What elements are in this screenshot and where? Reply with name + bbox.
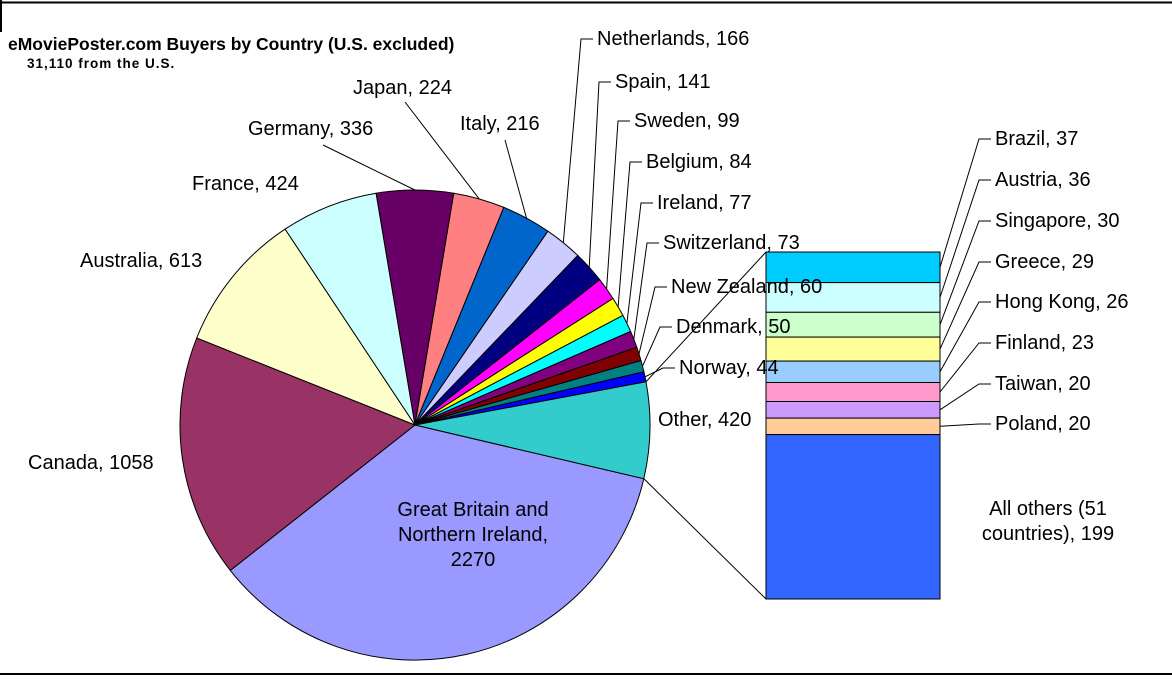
leader-japan [404,101,480,200]
leader-switzerland [633,242,659,340]
label-all-others-51-countries-line-2: countries), 199 [982,523,1114,545]
label-japan: Japan, 224 [353,77,452,99]
bar-segment-singapore [765,311,941,338]
leader-singapore [939,220,991,325]
pie [179,189,651,661]
bar-segment-greece [765,336,941,362]
label-great-britain-and-northern-ireland-line-2: Northern Ireland, [398,524,548,546]
chart-title: eMoviePoster.com Buyers by Country (U.S.… [8,34,454,54]
connector-top [645,251,767,383]
label-singapore: Singapore, 30 [995,210,1120,232]
label-germany: Germany, 336 [248,118,373,140]
label-new-zealand: New Zealand, 60 [671,276,822,298]
bar-segment-austria [765,282,941,313]
connector-bottom [643,478,767,600]
leader-italy [504,139,527,219]
data-labels: Great Britain and Northern Ireland, 2270 Ca… [28,28,1128,571]
bar-segment-finland [765,382,941,402]
leader-spain [588,81,611,268]
leader-brazil [939,138,991,268]
pie-slice-great-britain-and-northern-ireland [229,424,645,661]
leader-new-zealand [638,286,667,355]
label-spain: Spain, 141 [615,71,711,93]
leader-denmark [642,326,672,367]
leader-austria [939,179,991,298]
label-brazil: Brazil, 37 [995,128,1078,150]
label-hong-kong: Hong Kong, 26 [995,291,1128,313]
label-france: France, 424 [192,173,299,195]
label-switzerland: Switzerland, 73 [663,232,800,254]
label-australia: Australia, 613 [80,250,202,272]
leader-taiwan [939,383,991,411]
label-belgium: Belgium, 84 [646,151,752,173]
bar-segment-hong-kong [765,360,941,384]
leader-netherlands [562,38,593,243]
chart-subtitle: 31,110 from the U.S. [27,56,175,71]
label-poland: Poland, 20 [995,413,1091,435]
label-italy: Italy, 216 [460,113,540,135]
leader-greece [939,261,991,350]
leader-finland [939,342,991,393]
leader-norway [644,367,675,378]
leader-poland [939,423,991,427]
leader-germany [322,144,416,191]
series-connector-lines [643,251,767,600]
leader-ireland [626,202,653,324]
leader-lines [322,38,991,427]
label-austria: Austria, 36 [995,169,1091,191]
label-netherlands: Netherlands, 166 [597,28,749,50]
bar-segment-brazil [765,251,941,284]
label-all-others-51-countries-line-1: All others (51 [989,498,1107,520]
label-ireland: Ireland, 77 [657,192,752,214]
leader-hong-kong [939,301,991,373]
label-sweden: Sweden, 99 [634,110,740,132]
label-denmark: Denmark, 50 [676,316,791,338]
label-canada: Canada, 1058 [28,452,154,474]
label-great-britain-and-northern-ireland-line-1: Great Britain and [397,499,548,521]
leader-sweden [606,120,630,289]
leader-belgium [617,161,642,307]
pie-slice-australia [196,228,417,427]
pie-slice-other [414,381,651,480]
label-norway: Norway, 44 [679,357,779,379]
bar-segment-poland [765,417,941,436]
label-taiwan: Taiwan, 20 [995,373,1091,395]
breakout-bar [765,251,941,600]
pie-slice-canada [179,337,416,572]
bar-segment-all-others-51-countries [765,434,941,600]
label-greece: Greece, 29 [995,251,1094,273]
bar-segment-taiwan [765,401,941,419]
label-great-britain-and-northern-ireland-line-3: 2270 [451,549,496,571]
label-finland: Finland, 23 [995,332,1094,354]
label-other: Other, 420 [658,409,751,431]
